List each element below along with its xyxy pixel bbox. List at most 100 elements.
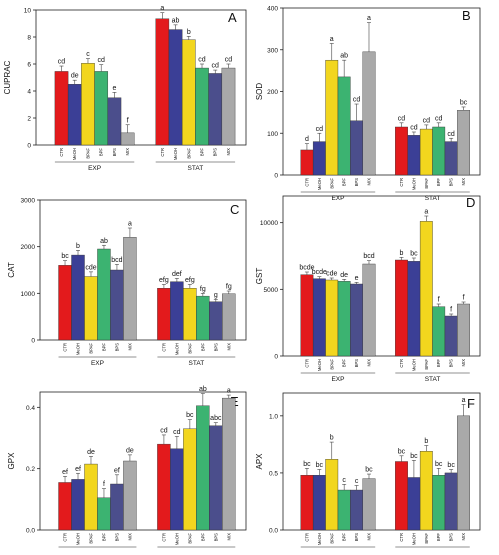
y-axis-label: APX [255, 453, 264, 470]
significance-letter: bc [460, 99, 468, 106]
bar [155, 18, 170, 146]
bar [432, 126, 446, 176]
category-tick-label: CTR [304, 178, 309, 187]
significance-letter: bcde [312, 269, 327, 276]
significance-letter: bc [435, 461, 443, 468]
significance-letter: de [71, 73, 79, 80]
significance-letter: f [127, 117, 129, 124]
bar [71, 254, 85, 341]
category-tick-label: MeOH [411, 178, 416, 190]
category-tick-label: MeOH [72, 148, 77, 160]
bar [362, 51, 376, 176]
significance-letter: de [126, 447, 134, 454]
category-tick-label: BPS [354, 359, 359, 368]
significance-letter: cd [160, 427, 168, 434]
significance-letter: a [160, 5, 164, 12]
panel-B: 0 100 200 300 400 SOD Bd CTR cd MeOH a BPAF ab BPF cd B… [255, 6, 481, 202]
y-tick-label: 0 [31, 338, 35, 345]
significance-letter: bc [410, 251, 418, 258]
category-tick-label: CTR [161, 343, 166, 352]
plot-frame [282, 195, 481, 357]
bar [170, 448, 184, 531]
plot-frame [39, 199, 247, 341]
bar [110, 483, 124, 531]
category-tick-label: BPF [200, 343, 205, 352]
y-tick-label: 10000 [260, 220, 278, 227]
category-tick-label: BPS [112, 148, 117, 157]
y-axis-label: SOD [255, 83, 264, 101]
bar [54, 71, 69, 146]
category-tick-label: MeOH [174, 533, 179, 545]
bar [395, 461, 408, 531]
significance-letter: bcd [363, 253, 374, 260]
category-tick-label: MIX [366, 359, 371, 367]
significance-letter: efg [159, 277, 169, 284]
category-tick-label: BPAF [88, 343, 93, 354]
category-tick-label: CTR [399, 178, 404, 187]
bar [457, 110, 470, 176]
bar [222, 293, 236, 341]
bar [350, 283, 363, 357]
category-tick-label: BPAF [187, 533, 192, 544]
significance-letter: cd [198, 57, 206, 64]
category-tick-label: MIX [461, 359, 466, 367]
plot-frame [35, 9, 247, 146]
y-tick-label: 0.5 [269, 470, 278, 477]
significance-letter: cd [398, 115, 406, 122]
bar [395, 126, 408, 176]
panel-letter: D [466, 195, 475, 210]
bar [157, 288, 171, 341]
group-label: STAT [188, 165, 204, 172]
bar [407, 261, 421, 357]
significance-letter: f [103, 481, 105, 488]
category-tick-label: CTR [63, 533, 68, 542]
bar [300, 274, 314, 357]
category-tick-label: BPS [449, 359, 454, 368]
bar [362, 263, 376, 357]
category-tick-label: BPS [354, 178, 359, 187]
plot-frame [39, 391, 247, 531]
significance-letter: efg [185, 277, 195, 284]
bar [432, 475, 446, 531]
bar [196, 405, 210, 531]
category-tick-label: MIX [226, 148, 231, 156]
category-tick-label: BPS [213, 148, 218, 157]
y-tick-label: 100 [267, 131, 278, 138]
significance-letter: a [367, 15, 371, 22]
bar [419, 451, 433, 531]
category-tick-label: MeOH [411, 533, 416, 545]
y-tick-label: 3000 [21, 198, 36, 205]
significance-letter: cd [212, 63, 220, 70]
category-tick-label: BPF [342, 178, 347, 187]
category-tick-label: CTR [161, 533, 166, 542]
bar [337, 281, 351, 357]
category-tick-label: CTR [304, 533, 309, 542]
significance-letter: bc [316, 462, 324, 469]
significance-letter: bc [186, 412, 194, 419]
bar [168, 29, 183, 146]
bar [419, 221, 433, 357]
bar [325, 59, 339, 176]
panel-D: 0500010000GSTDbcdeCTRbcdeMeOHcdeBPAFdeBP… [255, 195, 481, 383]
y-axis-label: GST [255, 268, 264, 285]
significance-letter: cd [353, 97, 361, 104]
category-tick-label: BPS [213, 533, 218, 542]
category-tick-label: BPS [354, 533, 359, 542]
significance-letter: bcde [299, 265, 314, 272]
significance-letter: bc [303, 461, 311, 468]
category-tick-label: CTR [304, 359, 309, 368]
significance-letter: cd [58, 59, 66, 66]
significance-letter: ef [75, 466, 81, 473]
panel-letter: A [228, 10, 237, 25]
bar [123, 237, 137, 341]
category-tick-label: CTR [160, 148, 165, 157]
bar [312, 141, 326, 176]
significance-letter: b [330, 435, 334, 442]
bar [183, 288, 197, 341]
significance-letter: cd [410, 124, 418, 131]
category-tick-label: BPS [114, 343, 119, 352]
significance-letter: a [462, 397, 466, 404]
bar [67, 84, 82, 146]
category-tick-label: MIX [366, 533, 371, 541]
